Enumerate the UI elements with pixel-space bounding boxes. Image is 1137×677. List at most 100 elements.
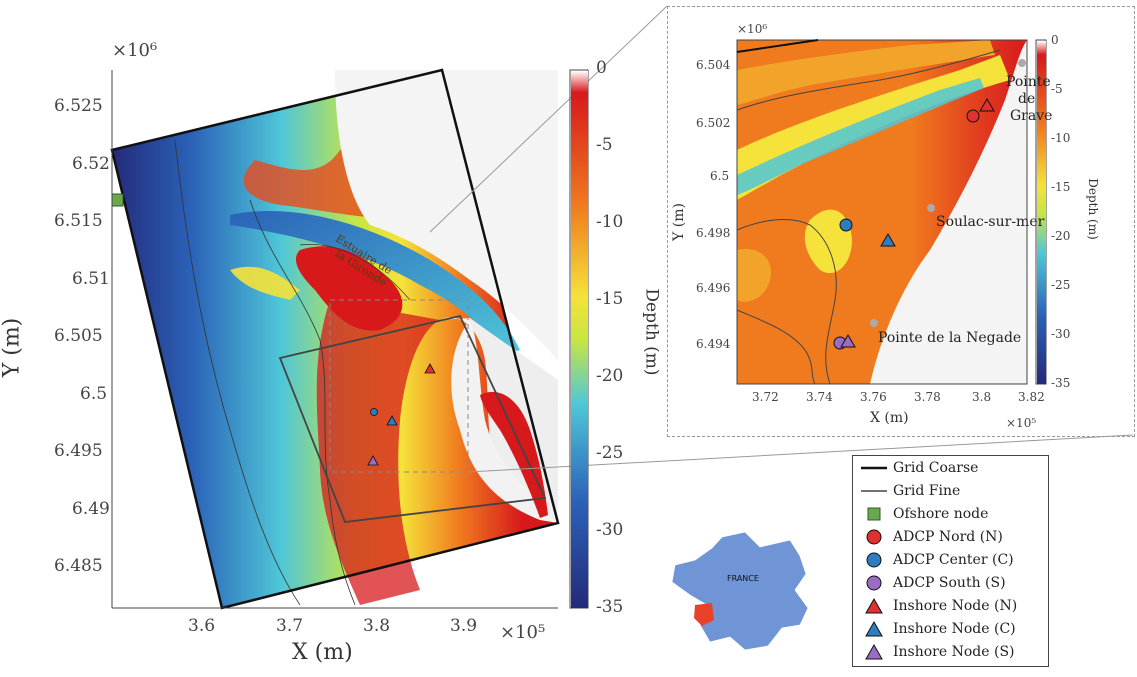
legend-item: ADCP Nord (N): [861, 527, 1003, 546]
inset-cb-tick: -25: [1051, 278, 1071, 292]
inset-y-tick: 6.502: [696, 116, 731, 130]
negade-dot: [870, 319, 878, 327]
cb-tick: -30: [596, 520, 624, 540]
france-locator-map: [671, 531, 809, 651]
circle-icon: [861, 527, 887, 546]
y-axis-label: Y (m): [0, 317, 25, 378]
y-tick: 6.515: [54, 211, 103, 231]
x-multiplier: ×10⁵: [500, 622, 546, 643]
inset-y-tick: 6.494: [696, 337, 731, 351]
inset-frame-axes: [736, 39, 1028, 385]
y-tick: 6.485: [54, 556, 103, 576]
y-multiplier: ×10⁶: [112, 40, 158, 61]
grid-fine-outline: [278, 314, 547, 523]
legend: Grid Coarse Grid Fine Ofshore node ADCP …: [852, 455, 1049, 667]
legend-item: Grid Fine: [861, 481, 960, 500]
inset-inshore-s-marker: [840, 334, 856, 348]
cb-tick: -25: [596, 443, 624, 463]
inshore-node-c-marker: [386, 415, 398, 426]
inset-cb-tick: -30: [1051, 327, 1071, 341]
y-tick: 6.51: [72, 269, 110, 289]
inset-colorbar: [1037, 41, 1046, 384]
x-axis-label: X (m): [292, 640, 353, 665]
inset-cb-tick: -35: [1051, 376, 1071, 390]
cb-tick: -15: [596, 289, 624, 309]
grid-fine-icon: [861, 481, 887, 500]
triangle-icon: [861, 596, 887, 615]
inset-inshore-n-marker: [979, 98, 995, 112]
legend-item: Inshore Node (N): [861, 596, 1017, 615]
inset-x-tick: 3.82: [1018, 390, 1045, 404]
grid-coarse-outline: [110, 68, 560, 610]
x-tick: 3.6: [188, 616, 216, 636]
x-tick: 3.8: [363, 616, 391, 636]
y-tick: 6.525: [54, 96, 103, 116]
inset-x-axis-label: X (m): [870, 410, 909, 426]
inset-x-tick: 3.72: [752, 390, 779, 404]
inshore-node-n-marker: [424, 363, 436, 374]
inset-y-tick: 6.504: [696, 58, 731, 72]
legend-item: ADCP Center (C): [861, 550, 1014, 569]
inset-colorbar-label: Depth (m): [1085, 178, 1100, 240]
inset-cb-tick: -5: [1051, 82, 1063, 96]
colorbar-label: Depth (m): [641, 288, 662, 376]
legend-item: ADCP South (S): [861, 573, 1006, 592]
cb-tick: -35: [596, 597, 624, 617]
inset-cb-tick: -15: [1051, 180, 1071, 194]
soulac-dot: [927, 204, 935, 212]
x-tick: 3.9: [450, 616, 478, 636]
pointe-de-grave-dot: [1018, 59, 1026, 67]
inset-y-tick: 6.498: [696, 226, 731, 240]
main-colorbar-frame: [569, 69, 589, 609]
y-tick: 6.495: [54, 441, 103, 461]
grid-coarse-icon: [861, 458, 887, 477]
inset-panel: [667, 6, 1135, 437]
inset-y-axis-label: Y (m): [670, 203, 687, 241]
inset-cb-tick: 0: [1051, 33, 1059, 47]
adcp-center-marker: [370, 408, 378, 416]
inset-y-tick: 6.5: [710, 169, 730, 183]
cb-tick: -5: [596, 135, 613, 155]
square-icon: [861, 504, 887, 523]
triangle-icon: [861, 619, 887, 638]
inset-adcp-nord-marker: [966, 109, 980, 123]
circle-icon: [861, 550, 887, 569]
inset-y-tick: 6.496: [696, 281, 731, 295]
zoom-connector-top: [429, 5, 668, 233]
cb-tick: 0: [596, 58, 607, 78]
legend-item: Inshore Node (C): [861, 619, 1016, 638]
inset-colorbar-frame: [1035, 39, 1047, 385]
inset-grid-coarse-line: [736, 39, 819, 53]
bathymetry-main: [112, 70, 558, 608]
inset-y-multiplier: ×10⁶: [737, 22, 768, 36]
inset-x-tick: 3.74: [806, 390, 833, 404]
bathymetry-inset: [737, 40, 1027, 384]
cb-tick: -10: [596, 212, 624, 232]
y-tick: 6.5: [80, 384, 108, 404]
inset-extent: [329, 299, 469, 473]
inset-x-multiplier: ×10⁵: [1006, 416, 1037, 430]
y-tick: 6.505: [54, 326, 103, 346]
inset-cb-tick: -10: [1051, 131, 1071, 145]
pointe-de-grave-label: Pointe de Grave: [1006, 74, 1053, 124]
x-tick: 3.7: [276, 616, 304, 636]
inset-cb-tick: -20: [1051, 229, 1071, 243]
inset-x-tick: 3.8: [972, 390, 992, 404]
legend-item: Grid Coarse: [861, 458, 978, 477]
inset-x-tick: 3.78: [914, 390, 941, 404]
cb-tick: -20: [596, 366, 624, 386]
main-colorbar: [571, 71, 588, 608]
inshore-node-s-marker: [367, 455, 379, 466]
y-tick: 6.49: [72, 499, 110, 519]
legend-item: Ofshore node: [861, 504, 988, 523]
main-axes: [111, 70, 558, 609]
inset-adcp-center-marker: [839, 218, 853, 232]
offshore-node-marker: [111, 193, 124, 207]
france-label: FRANCE: [727, 574, 759, 583]
circle-icon: [861, 573, 887, 592]
y-tick: 6.52: [72, 154, 110, 174]
inset-x-tick: 3.76: [860, 390, 887, 404]
negade-label: Pointe de la Negade: [878, 330, 1022, 346]
soulac-label: Soulac-sur-mer: [936, 214, 1045, 230]
